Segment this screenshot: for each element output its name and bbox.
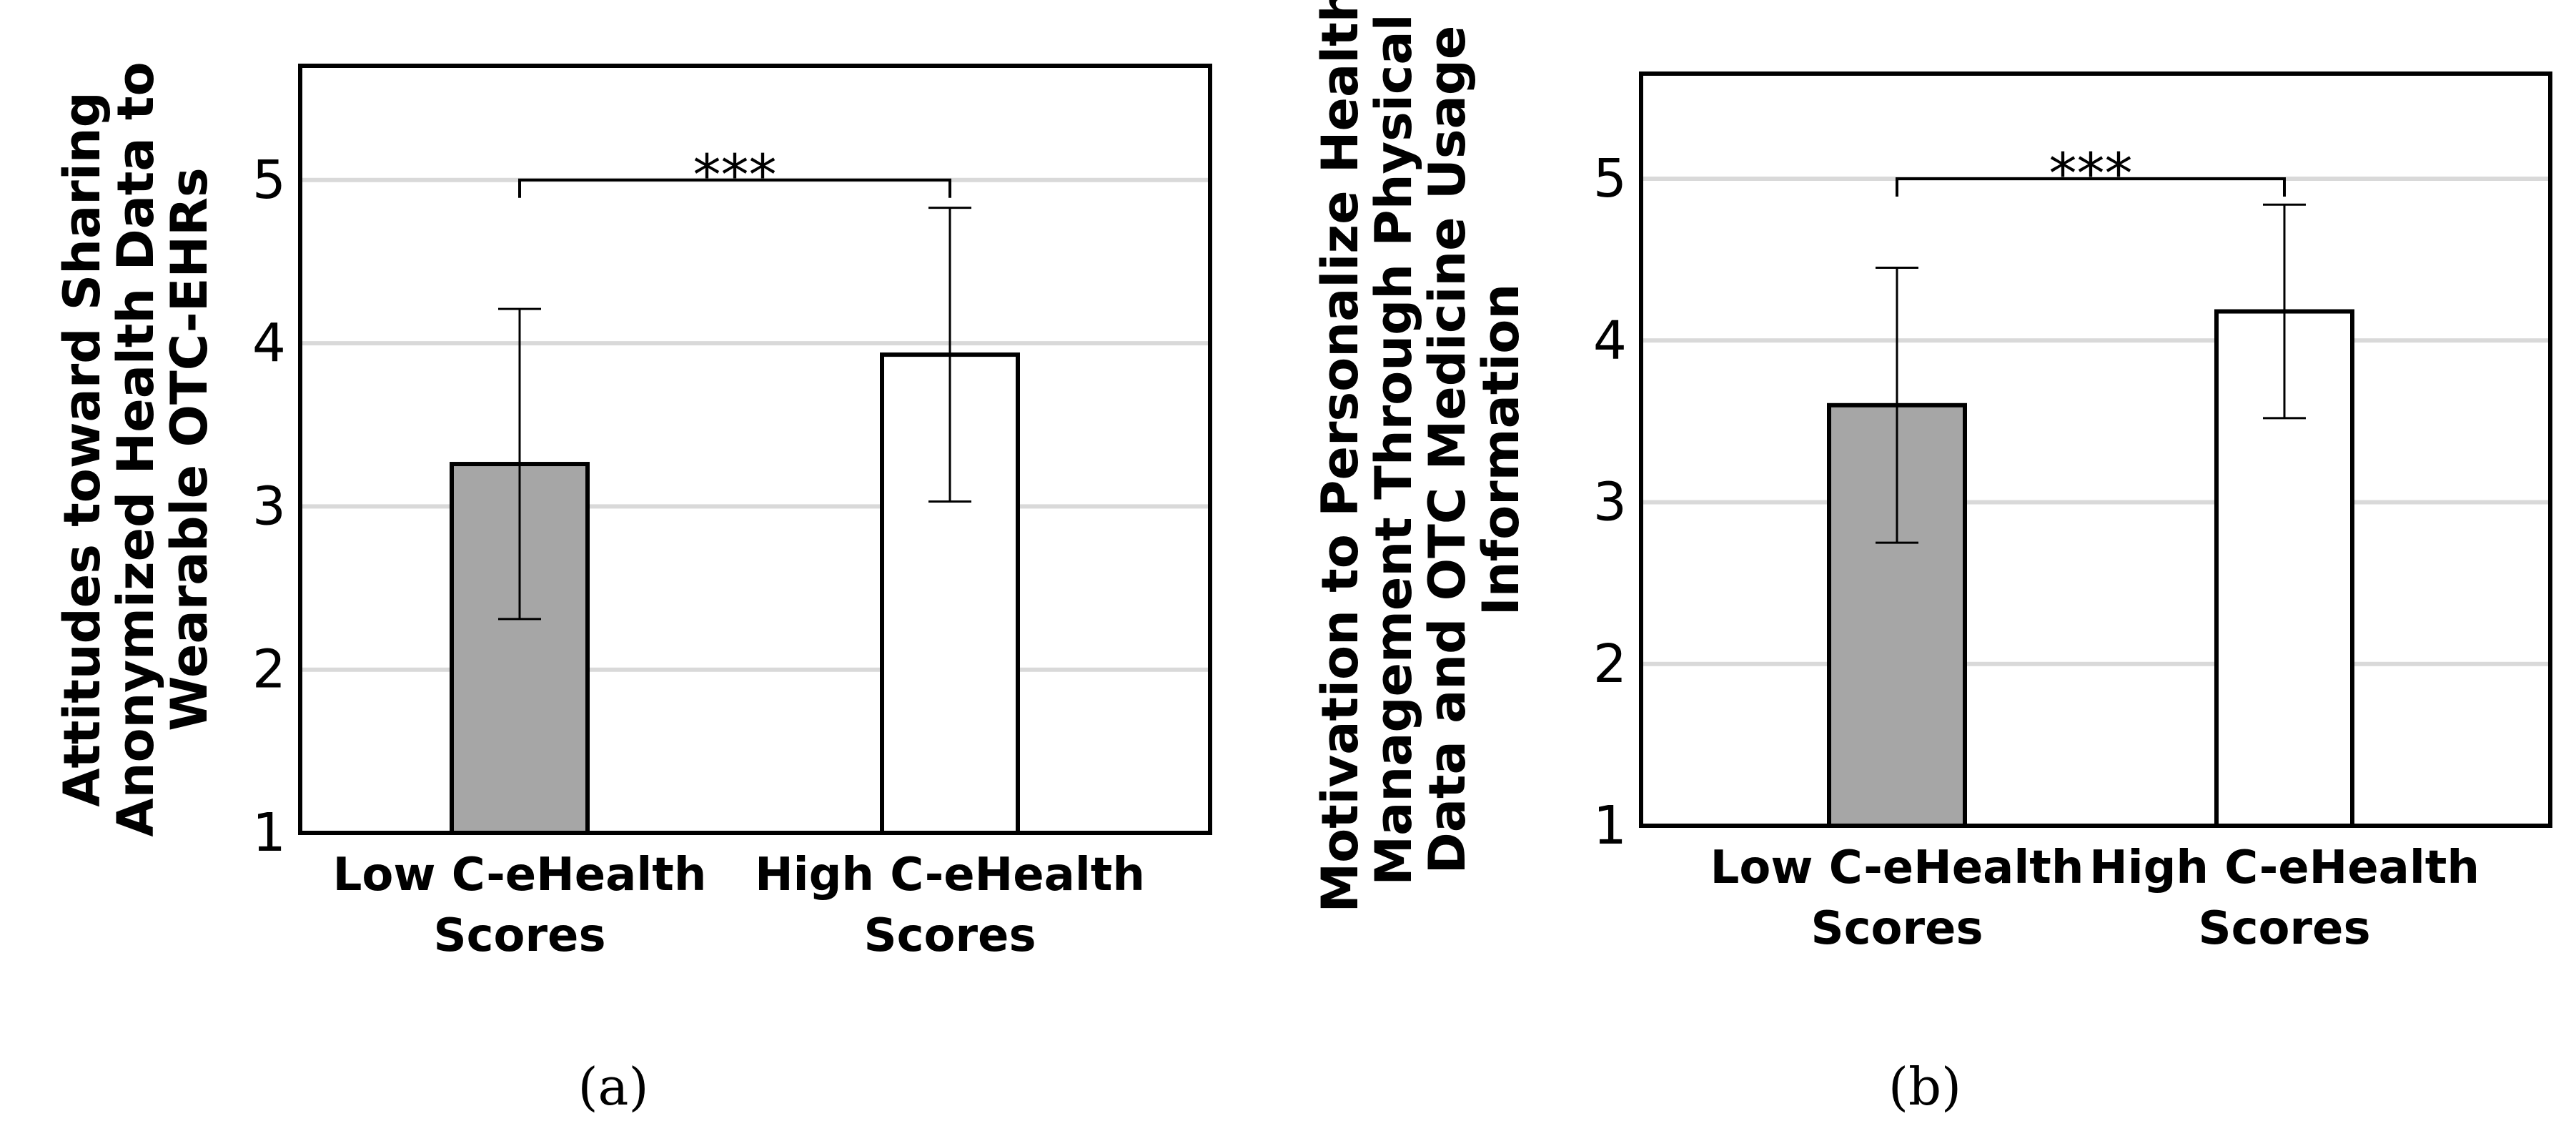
- y-tick-label-a-5: 5: [252, 149, 286, 211]
- error-bar-b-low: [1876, 266, 1918, 544]
- y-tick-label-b-5: 5: [1593, 148, 1627, 209]
- panel-label-b: (b): [1888, 1057, 1961, 1117]
- significance-bracket-b: [1896, 177, 2286, 197]
- panel-a: 1 2 3 4 5 *** Low C-eHealth Scores High C-eHealt…: [53, 61, 1212, 1117]
- x-category-label-b-low: Low C-eHealth Scores: [1710, 841, 2084, 955]
- significance-bracket-a: [518, 178, 951, 198]
- y-tick-label-b-2: 2: [1593, 633, 1627, 695]
- y-axis-label-line: Attitudes toward Sharing: [53, 92, 112, 806]
- y-tick-label-b-3: 3: [1593, 472, 1627, 533]
- y-axis-label-line: Wearable OTC-EHRs: [160, 167, 219, 731]
- y-axis-label-line: Anonymized Health Data to: [106, 61, 165, 836]
- y-axis-label-line: Motivation to Personalize Health: [1311, 0, 1369, 913]
- panel-label-a: (a): [578, 1057, 648, 1117]
- y-axis-label-line: Data and OTC Medicine Usage: [1418, 26, 1477, 874]
- y-tick-label-a-3: 3: [252, 475, 286, 537]
- error-bar-a-low: [498, 307, 541, 621]
- x-category-label-a-high: High C-eHealth Scores: [755, 849, 1145, 962]
- error-bar-b-high: [2263, 203, 2306, 420]
- y-axis-label-b: Motivation to Personalize HealthManageme…: [1311, 0, 1530, 913]
- y-tick-label-a-4: 4: [252, 312, 286, 374]
- y-axis-label-line: Management Through Physical: [1364, 14, 1423, 885]
- y-tick-label-a-2: 2: [252, 639, 286, 701]
- significance-label-b: ***: [2049, 142, 2133, 207]
- significance-label-a: ***: [693, 144, 777, 208]
- y-tick-label-b-1: 1: [1593, 795, 1627, 856]
- x-category-label-b-high: High C-eHealth Scores: [2089, 841, 2480, 955]
- y-tick-label-b-4: 4: [1593, 310, 1627, 371]
- plot-frame-a: [298, 64, 1212, 835]
- error-bar-a-high: [928, 207, 971, 503]
- x-category-label-a-low: Low C-eHealth Scores: [333, 849, 707, 962]
- y-axis-label-line: Information: [1472, 284, 1530, 616]
- plot-frame-b: [1639, 71, 2552, 828]
- y-tick-label-a-1: 1: [252, 802, 286, 864]
